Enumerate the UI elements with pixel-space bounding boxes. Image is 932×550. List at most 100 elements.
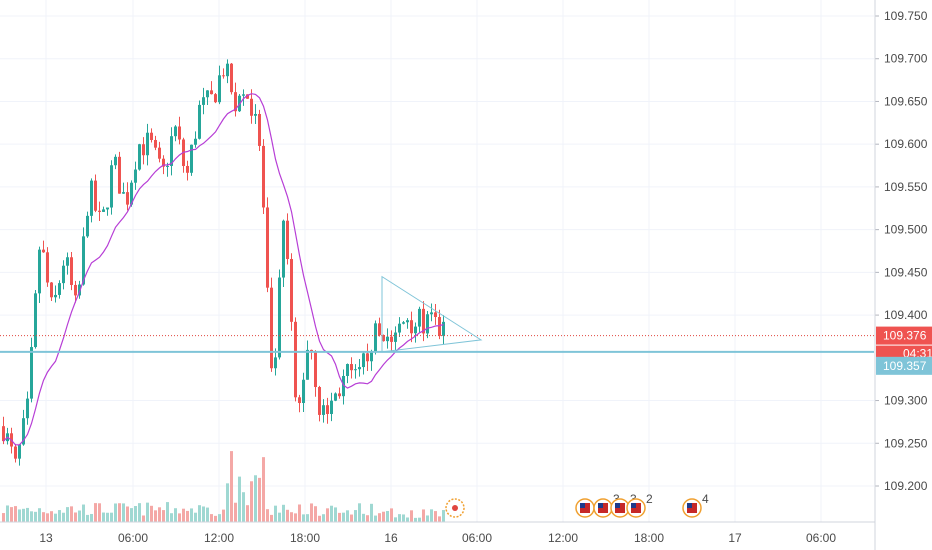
time-axis[interactable]: 13 06:00 12:00 18:00 16 06:00 12:00 18:00 17 06:0… xyxy=(0,521,875,545)
volume-bar xyxy=(170,513,173,522)
volume-bar xyxy=(126,506,129,522)
us-flag-event-marker[interactable]: 4 xyxy=(682,492,709,518)
volume-bar xyxy=(190,508,193,522)
candle-body xyxy=(94,180,97,211)
time-tick-label: 06:00 xyxy=(118,531,148,545)
candle-body xyxy=(314,352,317,388)
candle-body xyxy=(386,336,389,342)
moving-average-path xyxy=(3,93,444,446)
candle-body xyxy=(206,90,209,98)
time-tick-label: 06:00 xyxy=(462,531,492,545)
event-markers[interactable]: 3324 xyxy=(445,492,709,518)
candle-body xyxy=(418,308,421,327)
us-flag-canton xyxy=(631,503,636,508)
current-price-tag-label: 109.376 xyxy=(883,329,927,343)
volume-bar xyxy=(186,510,189,522)
candle-body xyxy=(202,97,205,105)
candle-body xyxy=(354,369,357,371)
volume-bar xyxy=(210,514,213,522)
moving-average-line xyxy=(3,93,444,446)
triangle-pattern xyxy=(381,275,483,353)
economic-event-marker[interactable] xyxy=(445,498,465,518)
current-price-tag[interactable]: 109.376 xyxy=(876,326,932,345)
us-flag-event-marker[interactable]: 2 xyxy=(626,492,653,518)
candle-body xyxy=(114,156,117,166)
volume-bar xyxy=(418,517,421,522)
candle-body xyxy=(298,397,301,404)
candle-body xyxy=(142,144,145,156)
price-tick-label: 109.550 xyxy=(884,180,928,194)
volume-bar xyxy=(406,517,409,522)
volume-bar xyxy=(306,514,309,522)
volume-bar xyxy=(106,512,109,522)
volume-bar xyxy=(26,507,29,522)
candle-body xyxy=(366,353,369,362)
candle-body xyxy=(62,265,65,284)
time-tick-label: 12:00 xyxy=(548,531,578,545)
candle-body xyxy=(14,446,17,459)
volume-bar xyxy=(162,510,165,522)
candle-body xyxy=(66,257,69,266)
candle-body xyxy=(274,357,277,369)
volume-bar xyxy=(234,502,237,522)
candle-body xyxy=(382,335,385,342)
volume-bar xyxy=(302,514,305,522)
volume-bar xyxy=(358,503,361,522)
us-flag-canton xyxy=(687,503,692,508)
volume-bar xyxy=(414,517,417,522)
volume-bar xyxy=(374,515,377,522)
volume-bar xyxy=(166,502,169,522)
candle-body xyxy=(286,220,289,259)
price-tick-label: 109.700 xyxy=(884,52,928,66)
candle-body xyxy=(294,321,297,398)
candle-body xyxy=(130,182,133,205)
price-axis[interactable]: 109.750 109.700 109.650 109.600 109.550 109.5… xyxy=(874,0,932,550)
volume-bar xyxy=(338,512,341,522)
us-flag-canton xyxy=(598,503,603,508)
volume-bar xyxy=(90,513,93,522)
candle-body xyxy=(342,375,345,397)
candle-body xyxy=(318,387,321,415)
volume-bar xyxy=(262,457,265,522)
candle-body xyxy=(322,405,325,415)
price-tick-label: 109.600 xyxy=(884,137,928,151)
candle-body xyxy=(194,138,197,145)
volume-bar xyxy=(154,510,157,522)
volume-bar xyxy=(42,512,45,522)
drawing-overlays xyxy=(0,275,874,353)
candle-body xyxy=(302,379,305,404)
volume-bar xyxy=(266,509,269,522)
candle-body xyxy=(210,90,213,95)
candle-body xyxy=(102,209,105,212)
candle-body xyxy=(226,63,229,77)
volume-bar xyxy=(182,508,185,522)
horizontal-line-tag-label: 109.357 xyxy=(883,359,927,373)
volume-bar xyxy=(138,503,141,522)
volume-bar xyxy=(370,503,373,522)
volume-bar xyxy=(98,503,101,522)
horizontal-line-tag[interactable]: 109.357 xyxy=(876,356,932,375)
us-flag-event-marker[interactable] xyxy=(575,498,595,518)
candle-body xyxy=(46,252,49,283)
volume-bar xyxy=(30,511,33,522)
volume-bar xyxy=(278,512,281,522)
time-tick-label: 13 xyxy=(39,531,53,545)
candle-body xyxy=(234,92,237,112)
chart-grid xyxy=(0,0,874,522)
volume-bar xyxy=(242,492,245,522)
volume-bar xyxy=(394,517,397,522)
price-tick-label: 109.500 xyxy=(884,223,928,237)
price-tick-label: 109.300 xyxy=(884,394,928,408)
time-tick-label: 12:00 xyxy=(204,531,234,545)
candle-body xyxy=(178,126,181,140)
volume-bar xyxy=(442,510,445,522)
candle-body xyxy=(162,158,165,167)
volume-bar xyxy=(246,505,249,522)
candle-body xyxy=(166,165,169,167)
candle-body xyxy=(122,192,125,194)
volume-bar xyxy=(410,510,413,522)
volume-bar xyxy=(130,508,133,522)
volume-bar xyxy=(202,506,205,522)
volume-bar xyxy=(2,513,5,522)
